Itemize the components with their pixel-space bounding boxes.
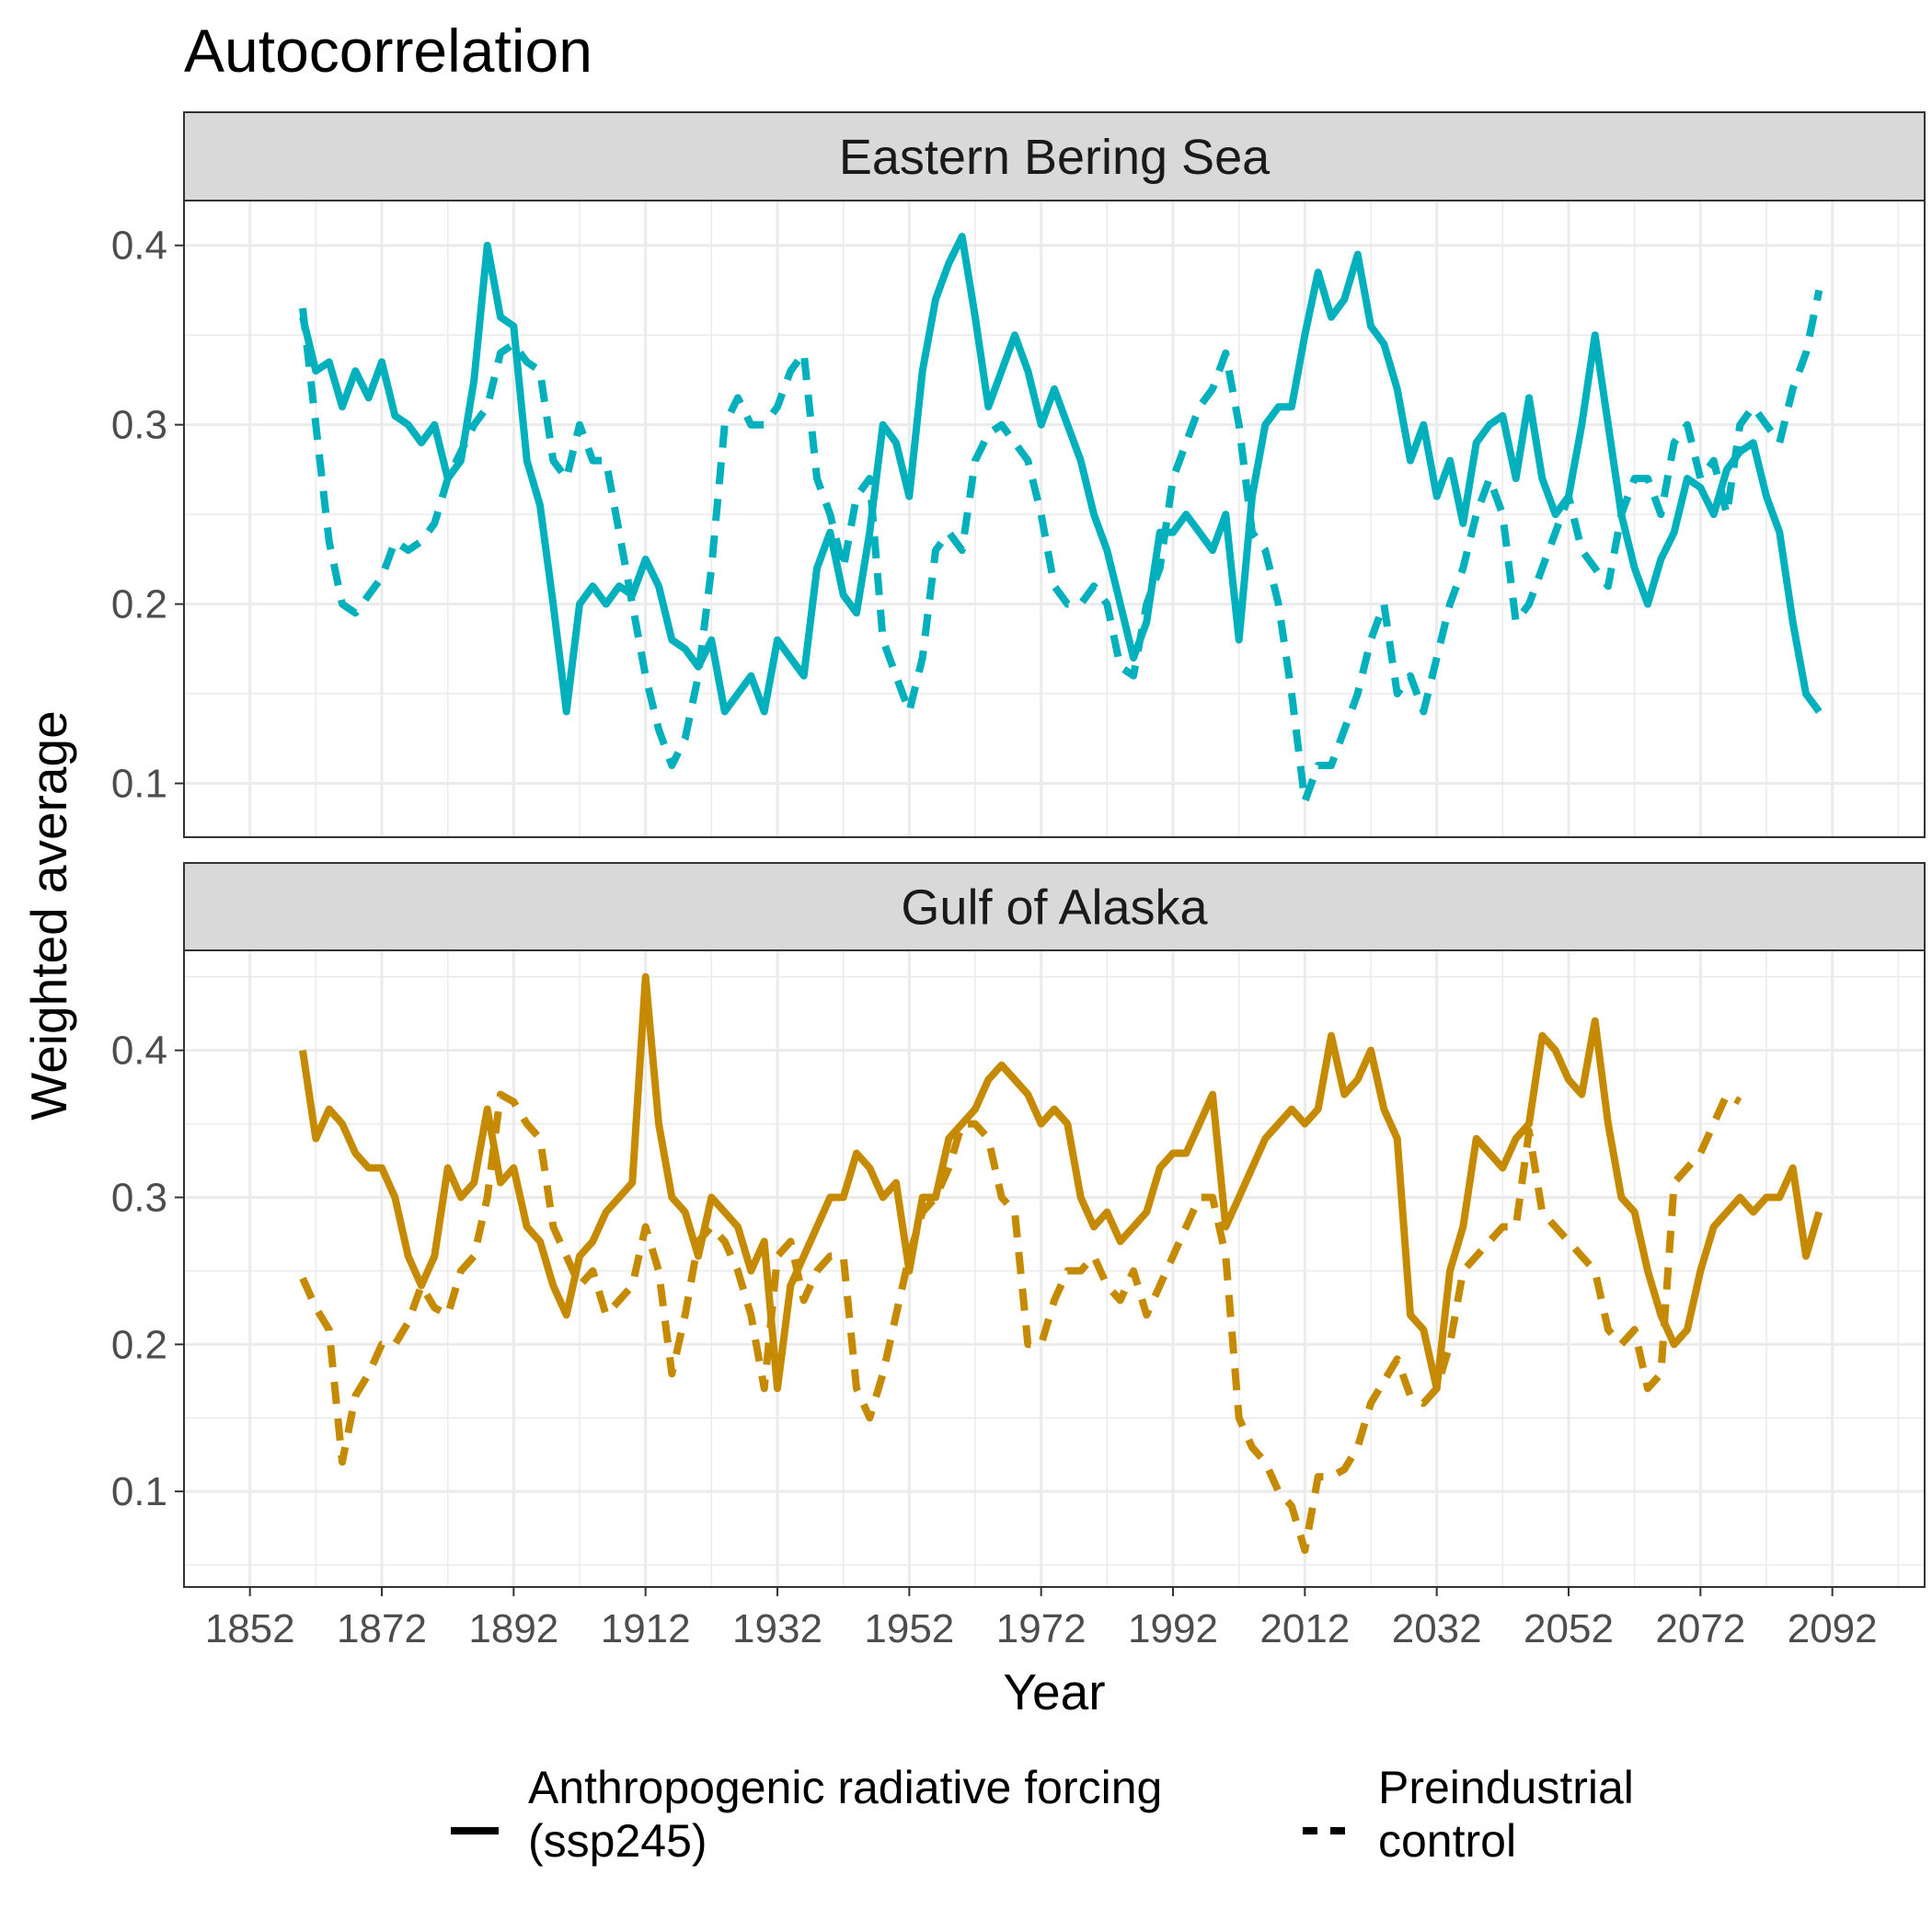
facet-panel: 0.1 0.2 0.3 0.4 Gulf of Alaska (111, 862, 1926, 1588)
y-tick-label: 0.2 (111, 582, 167, 627)
y-axis-title: Weighted average (20, 710, 77, 1120)
legend-label-preindustrial-line2: control (1378, 1815, 1516, 1867)
x-tick-label: 1872 (337, 1606, 427, 1651)
x-tick-label: 1952 (864, 1606, 954, 1651)
x-tick-label: 2052 (1524, 1606, 1614, 1651)
series-line-anthropogenic-forcing (299, 972, 1823, 1393)
legend-label-anthropogenic-line2: (ssp245) (528, 1815, 707, 1867)
x-axis: 1852 1872 1892 1912 1932 1952 1972 1992 2012 2032… (205, 1587, 1878, 1651)
y-tick-label: 0.4 (111, 1029, 167, 1074)
facet-strip-label: Gulf of Alaska (901, 880, 1208, 936)
x-tick-label: 1972 (996, 1606, 1087, 1651)
facet-strip (183, 862, 1926, 951)
x-tick-label: 2032 (1392, 1606, 1482, 1651)
chart-title: Autocorrelation (184, 17, 592, 85)
facet-strip-label: Eastern Bering Sea (839, 130, 1271, 185)
x-tick-label: 1932 (732, 1606, 822, 1651)
legend: Anthropogenic radiative forcing (ssp245)… (451, 1762, 1634, 1867)
series-line-preindustrial-control (299, 1090, 1742, 1554)
x-tick-label: 1892 (468, 1606, 558, 1651)
y-tick-label: 0.3 (111, 1175, 167, 1220)
panel-border (183, 200, 1926, 838)
y-tick-label: 0.1 (111, 762, 167, 807)
legend-label-preindustrial: Preindustrial (1378, 1762, 1634, 1813)
series-line-preindustrial-control (299, 289, 1823, 805)
y-tick-label: 0.3 (111, 403, 167, 448)
y-tick-label: 0.4 (111, 224, 167, 269)
facet-strip (183, 111, 1926, 201)
x-tick-label: 2092 (1788, 1606, 1878, 1651)
x-tick-label: 1912 (601, 1606, 691, 1651)
x-axis-title: Year (1003, 1663, 1105, 1720)
y-tick-label: 0.2 (111, 1322, 167, 1367)
facet-panel: 0.1 0.2 0.3 0.4 Eastern Bering Sea (111, 111, 1926, 838)
x-tick-label: 2072 (1655, 1606, 1745, 1651)
x-tick-label: 1992 (1128, 1606, 1218, 1651)
y-tick-label: 0.1 (111, 1469, 167, 1514)
x-tick-label: 1852 (205, 1606, 295, 1651)
legend-label-anthropogenic: Anthropogenic radiative forcing (528, 1762, 1162, 1813)
series-line-anthropogenic-forcing (299, 233, 1823, 716)
x-tick-label: 2012 (1259, 1606, 1350, 1651)
